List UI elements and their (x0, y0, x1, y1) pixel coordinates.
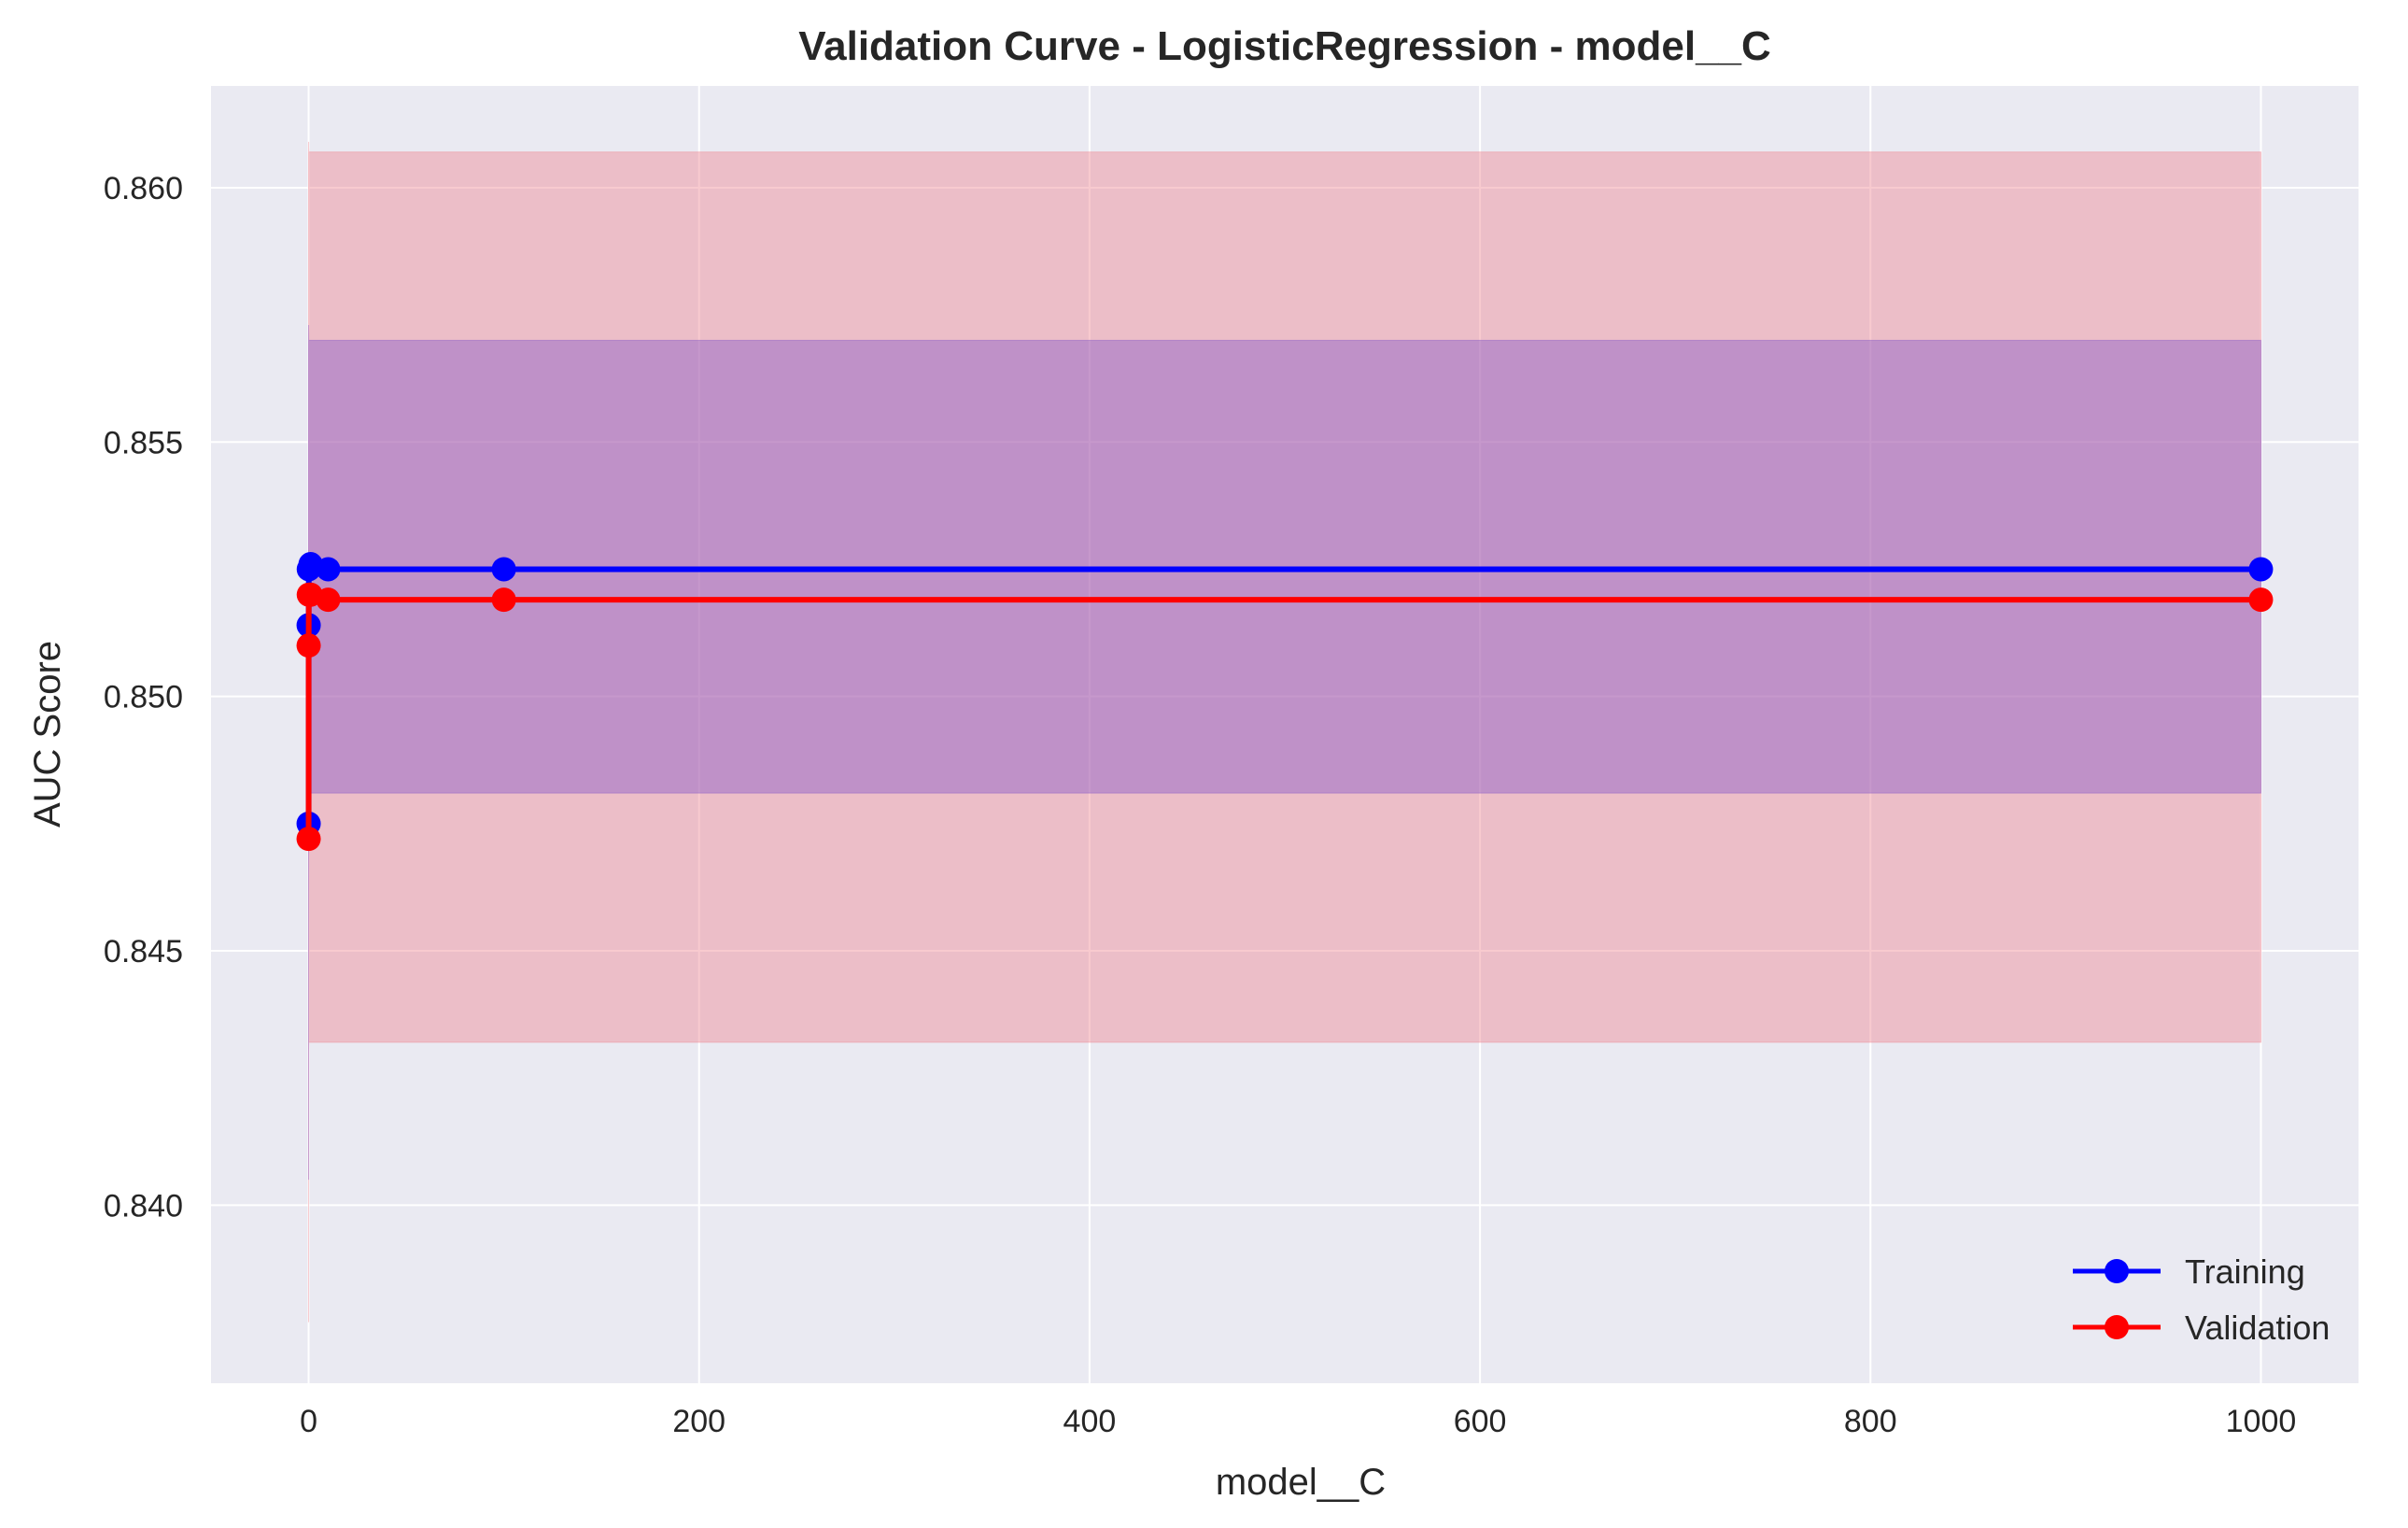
y-tick-label: 0.840 (104, 1188, 183, 1224)
y-tick-label: 0.855 (104, 425, 183, 460)
grid (211, 86, 2359, 1383)
validation-point (296, 633, 321, 658)
y-tick-label: 0.845 (104, 934, 183, 969)
validation-point (316, 587, 341, 613)
x-tick-label: 800 (1844, 1404, 1897, 1439)
x-axis-label: model__C (1216, 1462, 1386, 1503)
training-point (2248, 557, 2274, 582)
legend-training-label: Training (2185, 1252, 2305, 1291)
legend: Training Validation (2073, 1252, 2330, 1347)
legend-training-marker (2105, 1259, 2129, 1283)
tick-labels: 0 200 400 600 800 1000 0.840 0.845 0.850 0.855 0.8… (104, 171, 2296, 1439)
std-bands (308, 141, 2261, 1323)
y-tick-label: 0.860 (104, 171, 183, 206)
y-axis-label: AUC Score (27, 641, 68, 828)
series-lines (296, 552, 2274, 852)
x-tick-label: 600 (1454, 1404, 1507, 1439)
validation-point (296, 827, 321, 852)
x-tick-label: 400 (1063, 1404, 1117, 1439)
validation-point (491, 587, 516, 613)
x-tick-label: 0 (300, 1404, 317, 1439)
chart-title: Validation Curve - LogisticRegression - … (798, 23, 1771, 69)
validation-point (2248, 587, 2274, 613)
training-point (316, 557, 341, 582)
legend-validation-label: Validation (2185, 1309, 2330, 1347)
plot-background (211, 86, 2359, 1383)
x-tick-label: 1000 (2226, 1404, 2297, 1439)
y-tick-label: 0.850 (104, 680, 183, 715)
training-point (491, 557, 516, 582)
training-std-band (308, 325, 2261, 1181)
legend-validation-marker (2105, 1315, 2129, 1339)
x-tick-label: 200 (672, 1404, 725, 1439)
validation-std-band (308, 141, 2261, 1323)
